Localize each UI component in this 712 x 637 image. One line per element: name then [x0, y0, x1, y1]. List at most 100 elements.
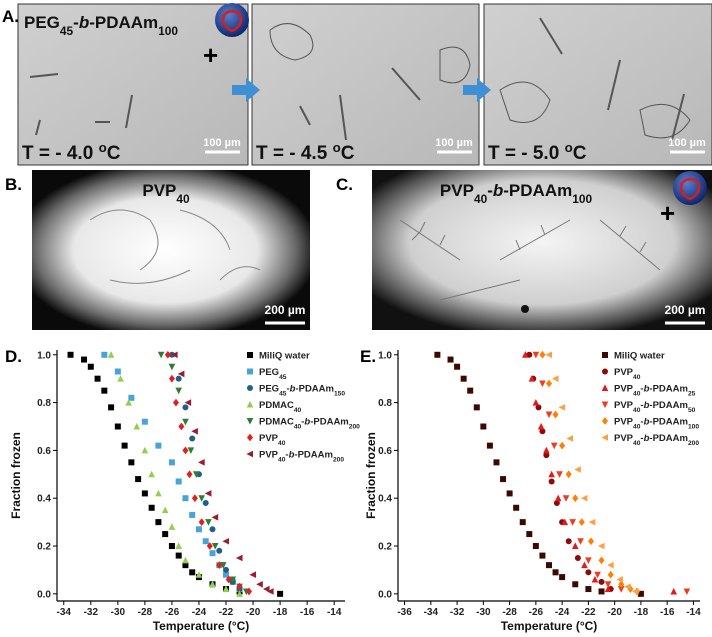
point: [155, 442, 162, 449]
x-tick-label: -24: [192, 607, 207, 618]
legend-label: PDMAC40-b-PDAAm200: [259, 417, 360, 431]
point: [539, 428, 546, 435]
point: [556, 471, 563, 478]
point: [598, 588, 605, 595]
temperature: T = - 5.0 oC: [488, 140, 587, 165]
y-tick-label: 0.0: [37, 589, 51, 600]
point: [604, 581, 612, 588]
scale-label: 100 µm: [203, 137, 241, 149]
legend-marker: [601, 384, 609, 391]
point: [548, 478, 555, 485]
point: [205, 519, 212, 526]
point: [209, 580, 216, 588]
point: [191, 427, 198, 435]
point: [543, 446, 550, 454]
point: [493, 459, 500, 466]
point: [209, 550, 216, 557]
point: [532, 351, 540, 359]
point: [624, 583, 631, 590]
point: [125, 398, 132, 406]
x-tick-label: -30: [111, 607, 126, 618]
temperature: T = - 4.5 oC: [256, 140, 355, 165]
crystals: [399, 219, 661, 301]
x-tick-label: -22: [581, 607, 596, 618]
panel-a: A. PEG45-b-PDAAm100 + T = - 4.0 oC T = -…: [2, 3, 712, 166]
point: [598, 556, 605, 565]
point: [522, 351, 529, 358]
micrograph: [17, 3, 249, 166]
point: [175, 478, 182, 485]
y-tick-label: 0.2: [37, 542, 51, 553]
point: [182, 556, 189, 564]
point: [189, 569, 196, 576]
point: [585, 569, 592, 576]
point: [506, 490, 513, 497]
point: [187, 447, 195, 454]
point: [135, 476, 142, 483]
point: [192, 471, 200, 478]
micrograph: [483, 3, 712, 166]
micelle-core: [679, 177, 701, 201]
legend-marker: [247, 385, 253, 391]
point: [539, 350, 546, 359]
point: [198, 459, 205, 466]
plus-sign: +: [203, 40, 218, 70]
micelle-core: [221, 9, 243, 33]
point: [182, 418, 189, 426]
legend-label: MiliQ water: [614, 351, 665, 362]
x-tick-label: -32: [84, 607, 99, 618]
legend-label: PEG45-b-PDAAm150: [259, 384, 345, 398]
point: [220, 562, 227, 569]
point: [526, 531, 533, 538]
point: [155, 489, 162, 497]
point: [161, 506, 169, 514]
x-tick-label: -20: [607, 607, 622, 618]
point: [616, 576, 623, 583]
chart: E. -36 -34 -32 -30 -28 -26 -24 -22 -20 -18 -16 -14 0.…: [360, 347, 701, 633]
point: [128, 459, 135, 466]
point: [162, 531, 169, 538]
point: [539, 552, 546, 559]
point: [209, 526, 216, 533]
micrograph: [372, 170, 712, 330]
legend-label: PVP40-b-PDAAm100: [614, 417, 699, 431]
point: [141, 446, 149, 454]
point: [519, 519, 526, 526]
point: [211, 543, 219, 550]
point: [473, 404, 480, 411]
legend-marker: [601, 401, 609, 409]
point: [177, 370, 185, 378]
point: [545, 411, 553, 419]
point: [571, 542, 579, 550]
y-tick-label: 0.2: [378, 542, 392, 553]
point: [434, 351, 441, 358]
y-tick-label: 1.0: [378, 350, 392, 361]
point: [168, 459, 175, 466]
point: [554, 494, 562, 502]
point: [572, 494, 579, 503]
point: [168, 363, 176, 371]
point: [460, 375, 467, 382]
point: [223, 566, 230, 573]
point: [591, 575, 599, 583]
point: [148, 504, 155, 511]
point: [249, 571, 257, 579]
point: [117, 375, 124, 382]
x-tick-label: -30: [476, 607, 491, 618]
point: [222, 585, 230, 593]
point: [267, 588, 274, 595]
point: [195, 526, 202, 533]
x-tick-label: -16: [660, 607, 675, 618]
point: [172, 398, 179, 407]
point: [553, 499, 560, 506]
point: [195, 571, 203, 578]
point: [222, 537, 230, 545]
point: [277, 590, 284, 597]
legend-label: PDMAC40: [259, 400, 302, 414]
legend-marker: [602, 368, 608, 375]
point: [551, 375, 559, 382]
point: [168, 543, 175, 550]
point: [246, 587, 252, 596]
point: [141, 490, 148, 497]
